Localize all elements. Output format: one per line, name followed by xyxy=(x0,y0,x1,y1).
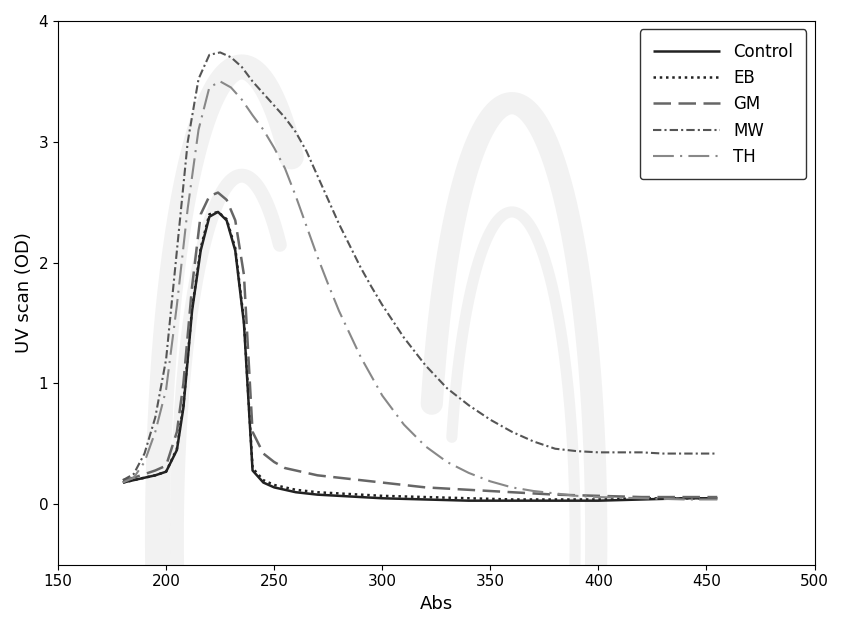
Legend: Control, EB, GM, MW, TH: Control, EB, GM, MW, TH xyxy=(640,30,806,180)
Y-axis label: UV scan (OD): UV scan (OD) xyxy=(15,232,33,354)
X-axis label: Abs: Abs xyxy=(419,595,453,613)
